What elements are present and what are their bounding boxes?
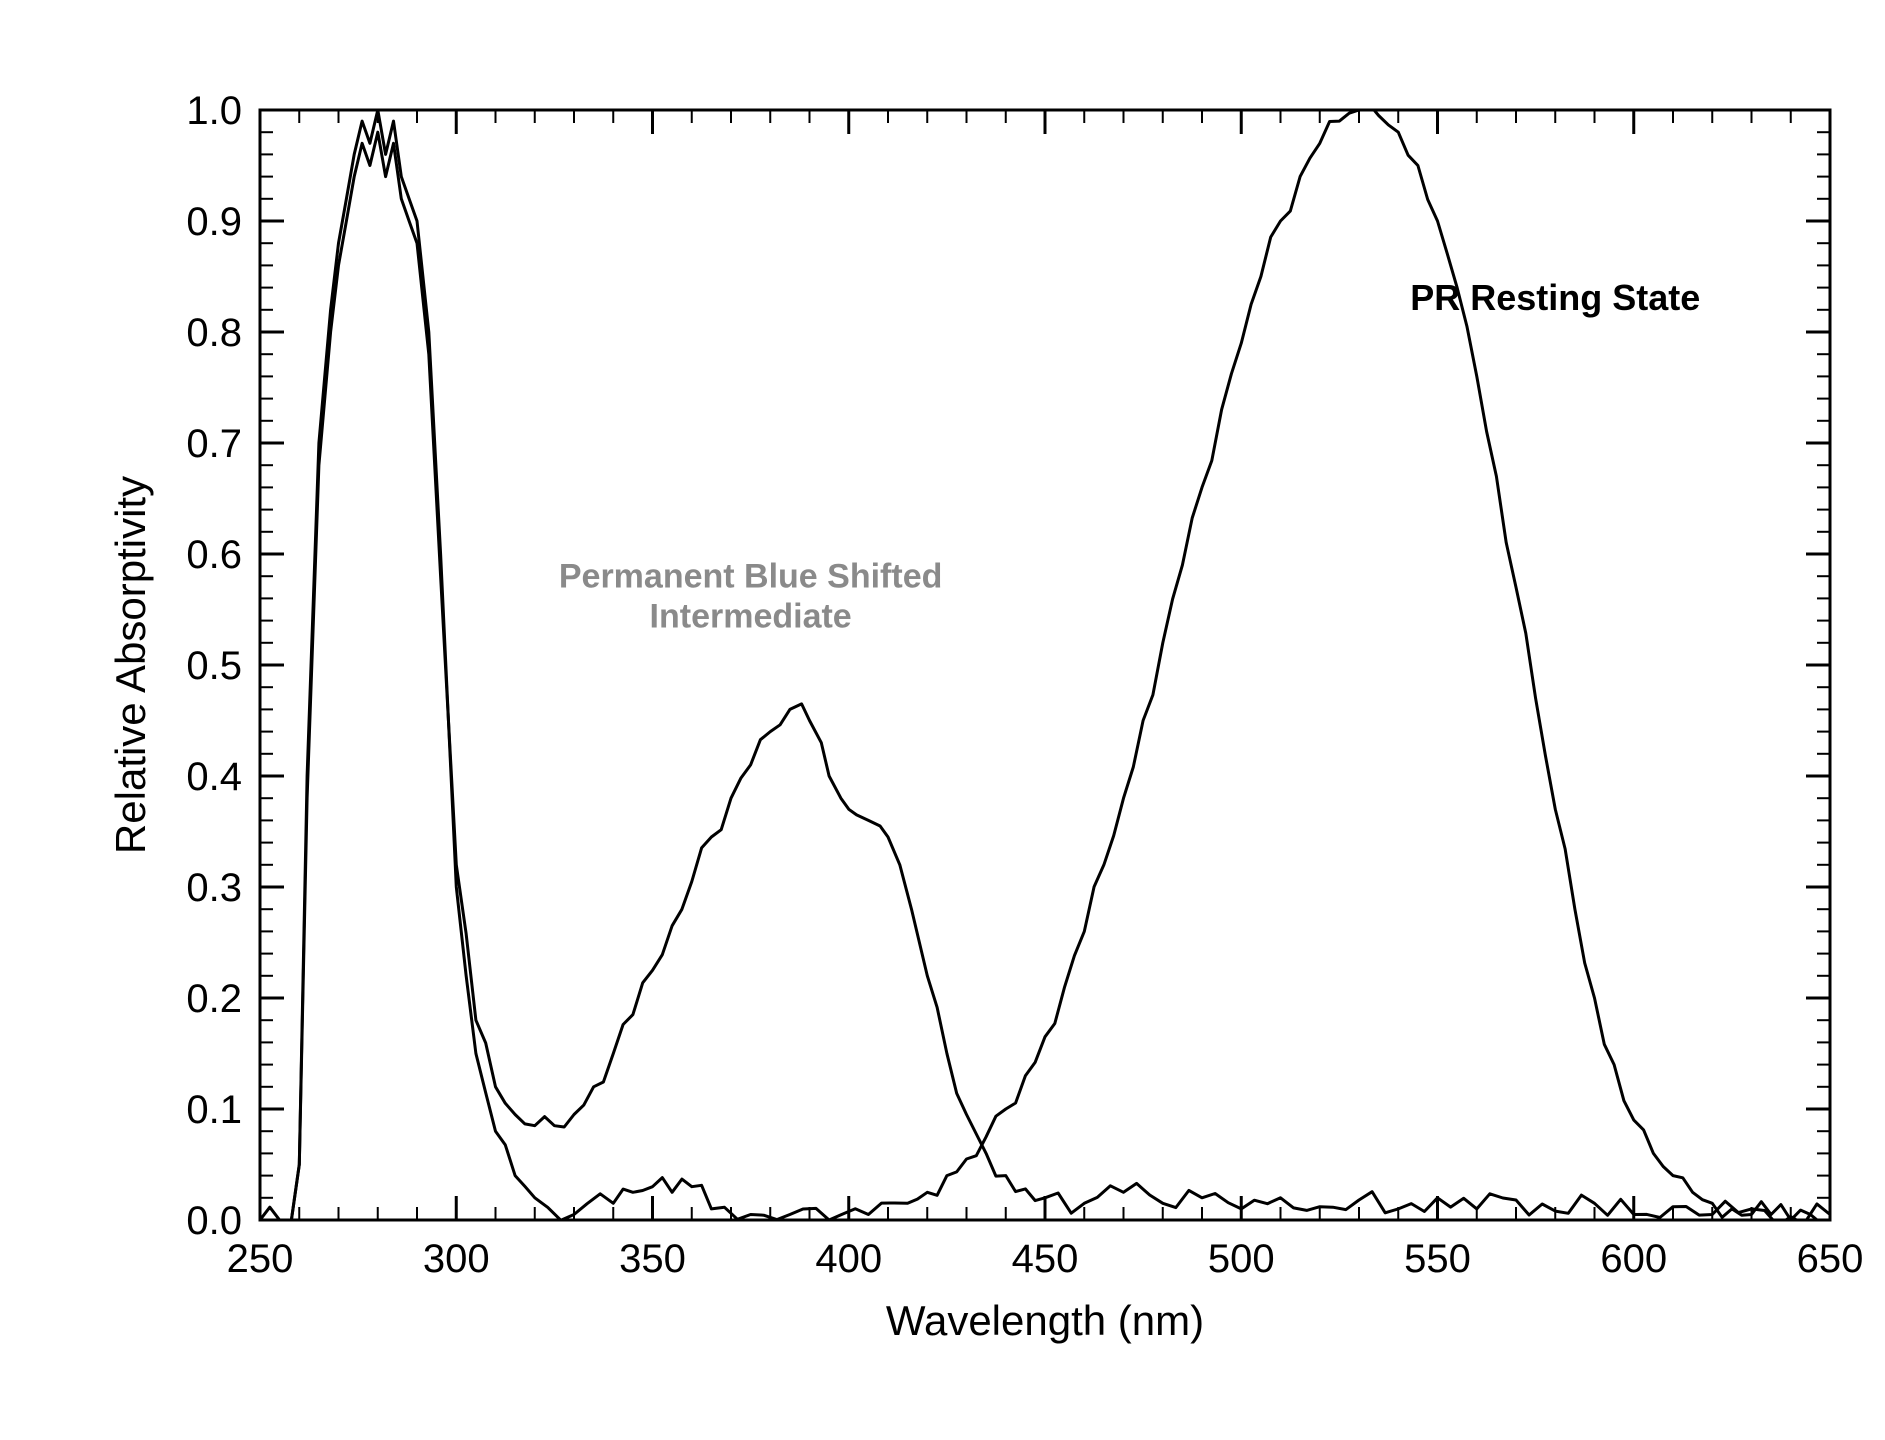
y-tick-label: 0.0 — [186, 1199, 242, 1243]
x-tick-label: 350 — [619, 1237, 686, 1281]
y-tick-label: 0.9 — [186, 200, 242, 244]
y-tick-label: 0.8 — [186, 311, 242, 355]
annotation-text: PR Resting State — [1410, 277, 1700, 318]
x-tick-label: 500 — [1208, 1237, 1275, 1281]
spectrum-chart: 250 300 350 400 450 500 550 600 650 0.0 0.1 0.2 0.3 0… — [0, 0, 1885, 1440]
y-tick-label: 0.4 — [186, 755, 242, 799]
x-tick-label: 650 — [1797, 1237, 1864, 1281]
annotation-text: Intermediate — [650, 597, 852, 635]
x-tick-label: 400 — [815, 1237, 882, 1281]
y-tick-label: 0.2 — [186, 977, 242, 1021]
x-tick-label: 250 — [227, 1237, 294, 1281]
chart-svg: 250 300 350 400 450 500 550 600 650 0.0 0.1 0.2 0.3 0… — [0, 0, 1885, 1440]
x-tick-label: 450 — [1012, 1237, 1079, 1281]
y-tick-label: 0.7 — [186, 422, 242, 466]
x-axis-label: Wavelength (nm) — [886, 1297, 1204, 1344]
x-tick-label: 550 — [1404, 1237, 1471, 1281]
y-tick-label: 0.1 — [186, 1088, 242, 1132]
annotation-text: Permanent Blue Shifted — [559, 557, 943, 595]
y-axis-label: Relative Absorptivity — [107, 476, 154, 854]
y-tick-label: 0.3 — [186, 866, 242, 910]
y-tick-label: 0.6 — [186, 533, 242, 577]
annotation: PR Resting State — [1410, 277, 1700, 318]
x-tick-label: 300 — [423, 1237, 490, 1281]
y-tick-label: 0.5 — [186, 644, 242, 688]
x-tick-label: 600 — [1600, 1237, 1667, 1281]
y-tick-label: 1.0 — [186, 89, 242, 133]
